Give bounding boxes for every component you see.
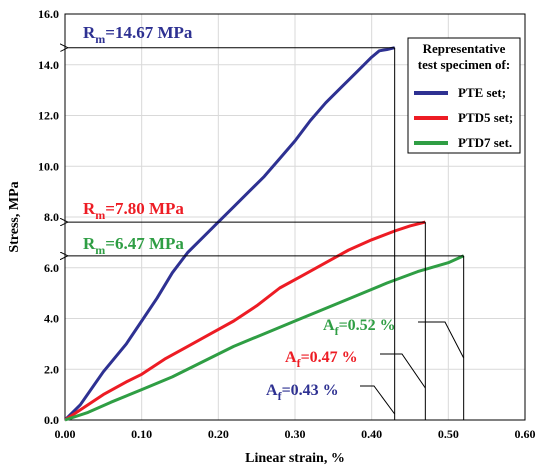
y-tick-label: 4.0	[44, 312, 59, 326]
series-line-1	[63, 46, 396, 422]
legend-entry: PTD5 set;	[458, 110, 513, 125]
af-label: Af=0.47 %	[285, 349, 358, 370]
y-tick-label: 14.0	[38, 58, 59, 72]
rm-label: Rm=14.67 MPa	[83, 23, 193, 46]
annotations: Rm=14.67 MPa Rm=7.80 MPa Rm=6.47 MPa Af=0.5…	[67, 23, 465, 420]
x-tick-label: 0.40	[361, 427, 382, 441]
af-leader-line	[418, 321, 465, 359]
af-leader-line	[380, 353, 426, 389]
legend-entry: PTE set;	[458, 85, 506, 100]
y-axis-label: Stress, MPa	[7, 181, 22, 252]
x-tick-label: 0.60	[515, 427, 536, 441]
af-label: Af=0.43 %	[266, 382, 339, 403]
x-tick-label: 0.10	[131, 427, 152, 441]
y-tick-label: 16.0	[38, 7, 59, 21]
y-tick-label: 0.0	[44, 413, 59, 427]
rm-label: Rm=6.47 MPa	[83, 234, 184, 257]
y-tick-label: 10.0	[38, 159, 59, 173]
axes: 0.00 0.10 0.20 0.30 0.40 0.50 0.60 0.0 2.0 4.0 6.0…	[38, 7, 536, 441]
series-lines	[63, 46, 465, 422]
plot-frame	[64, 13, 526, 421]
legend-title: Representative	[423, 41, 506, 56]
rm-label: Rm=7.80 MPa	[83, 199, 184, 222]
legend-entry: PTD7 set.	[458, 135, 512, 150]
y-tick-label: 8.0	[44, 210, 59, 224]
series-line-2	[64, 220, 426, 422]
x-axis-label: Linear strain, %	[245, 451, 345, 466]
x-tick-label: 0.00	[55, 427, 76, 441]
af-leader-line	[360, 385, 396, 415]
y-tick-label: 6.0	[44, 261, 59, 275]
y-tick-label: 2.0	[44, 362, 59, 376]
y-tick-label: 12.0	[38, 109, 59, 123]
x-tick-label: 0.20	[208, 427, 229, 441]
af-label: Af=0.52 %	[323, 317, 396, 338]
legend-box	[407, 37, 521, 154]
x-tick-label: 0.30	[285, 427, 306, 441]
legend-title: test specimen of:	[418, 57, 510, 72]
series-line-3	[64, 254, 465, 422]
x-tick-label: 0.50	[438, 427, 459, 441]
